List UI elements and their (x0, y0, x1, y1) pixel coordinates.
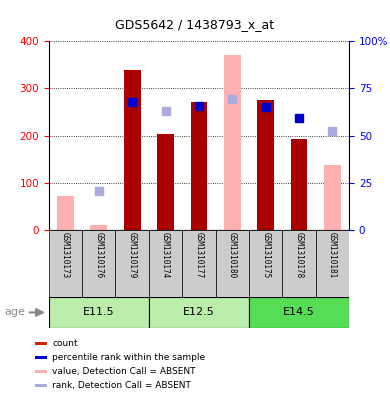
Bar (35, 370, 47, 373)
Bar (316, 230, 349, 297)
Text: E11.5: E11.5 (83, 307, 115, 318)
Text: E12.5: E12.5 (183, 307, 215, 318)
Text: E14.5: E14.5 (283, 307, 315, 318)
Text: GSM1310175: GSM1310175 (261, 232, 270, 278)
Bar (216, 230, 249, 297)
Point (262, 104, 269, 110)
Bar (157, 134, 174, 230)
Point (296, 114, 302, 121)
Point (162, 107, 168, 114)
Bar (35, 384, 47, 387)
Point (329, 128, 335, 134)
Text: GSM1310174: GSM1310174 (161, 232, 170, 278)
Point (129, 99, 135, 105)
Text: GSM1310176: GSM1310176 (94, 232, 103, 278)
Bar (149, 297, 249, 328)
Bar (49, 297, 149, 328)
Bar (90, 225, 107, 230)
Bar (282, 230, 316, 297)
Bar (124, 70, 140, 230)
Point (96, 188, 102, 195)
Text: count: count (52, 339, 78, 348)
Bar (82, 230, 115, 297)
Point (229, 95, 236, 102)
Bar (291, 140, 307, 230)
Bar (191, 102, 207, 230)
Text: GSM1310181: GSM1310181 (328, 232, 337, 278)
Text: GDS5642 / 1438793_x_at: GDS5642 / 1438793_x_at (115, 18, 275, 31)
Bar (182, 230, 216, 297)
Bar (35, 342, 47, 345)
Text: GSM1310179: GSM1310179 (128, 232, 136, 278)
Text: rank, Detection Call = ABSENT: rank, Detection Call = ABSENT (52, 381, 191, 390)
Text: value, Detection Call = ABSENT: value, Detection Call = ABSENT (52, 367, 196, 376)
Text: age: age (4, 307, 25, 318)
Bar (257, 100, 274, 230)
Bar (35, 356, 47, 359)
Bar (57, 196, 74, 230)
Bar (249, 297, 349, 328)
Text: GSM1310180: GSM1310180 (228, 232, 237, 278)
Bar (224, 55, 241, 230)
Bar (49, 230, 82, 297)
Point (196, 103, 202, 110)
Text: GSM1310178: GSM1310178 (294, 232, 303, 278)
Bar (115, 230, 149, 297)
Text: GSM1310177: GSM1310177 (194, 232, 204, 278)
Text: percentile rank within the sample: percentile rank within the sample (52, 353, 206, 362)
Bar (149, 230, 182, 297)
Bar (249, 230, 282, 297)
Bar (324, 165, 341, 230)
Text: GSM1310173: GSM1310173 (61, 232, 70, 278)
